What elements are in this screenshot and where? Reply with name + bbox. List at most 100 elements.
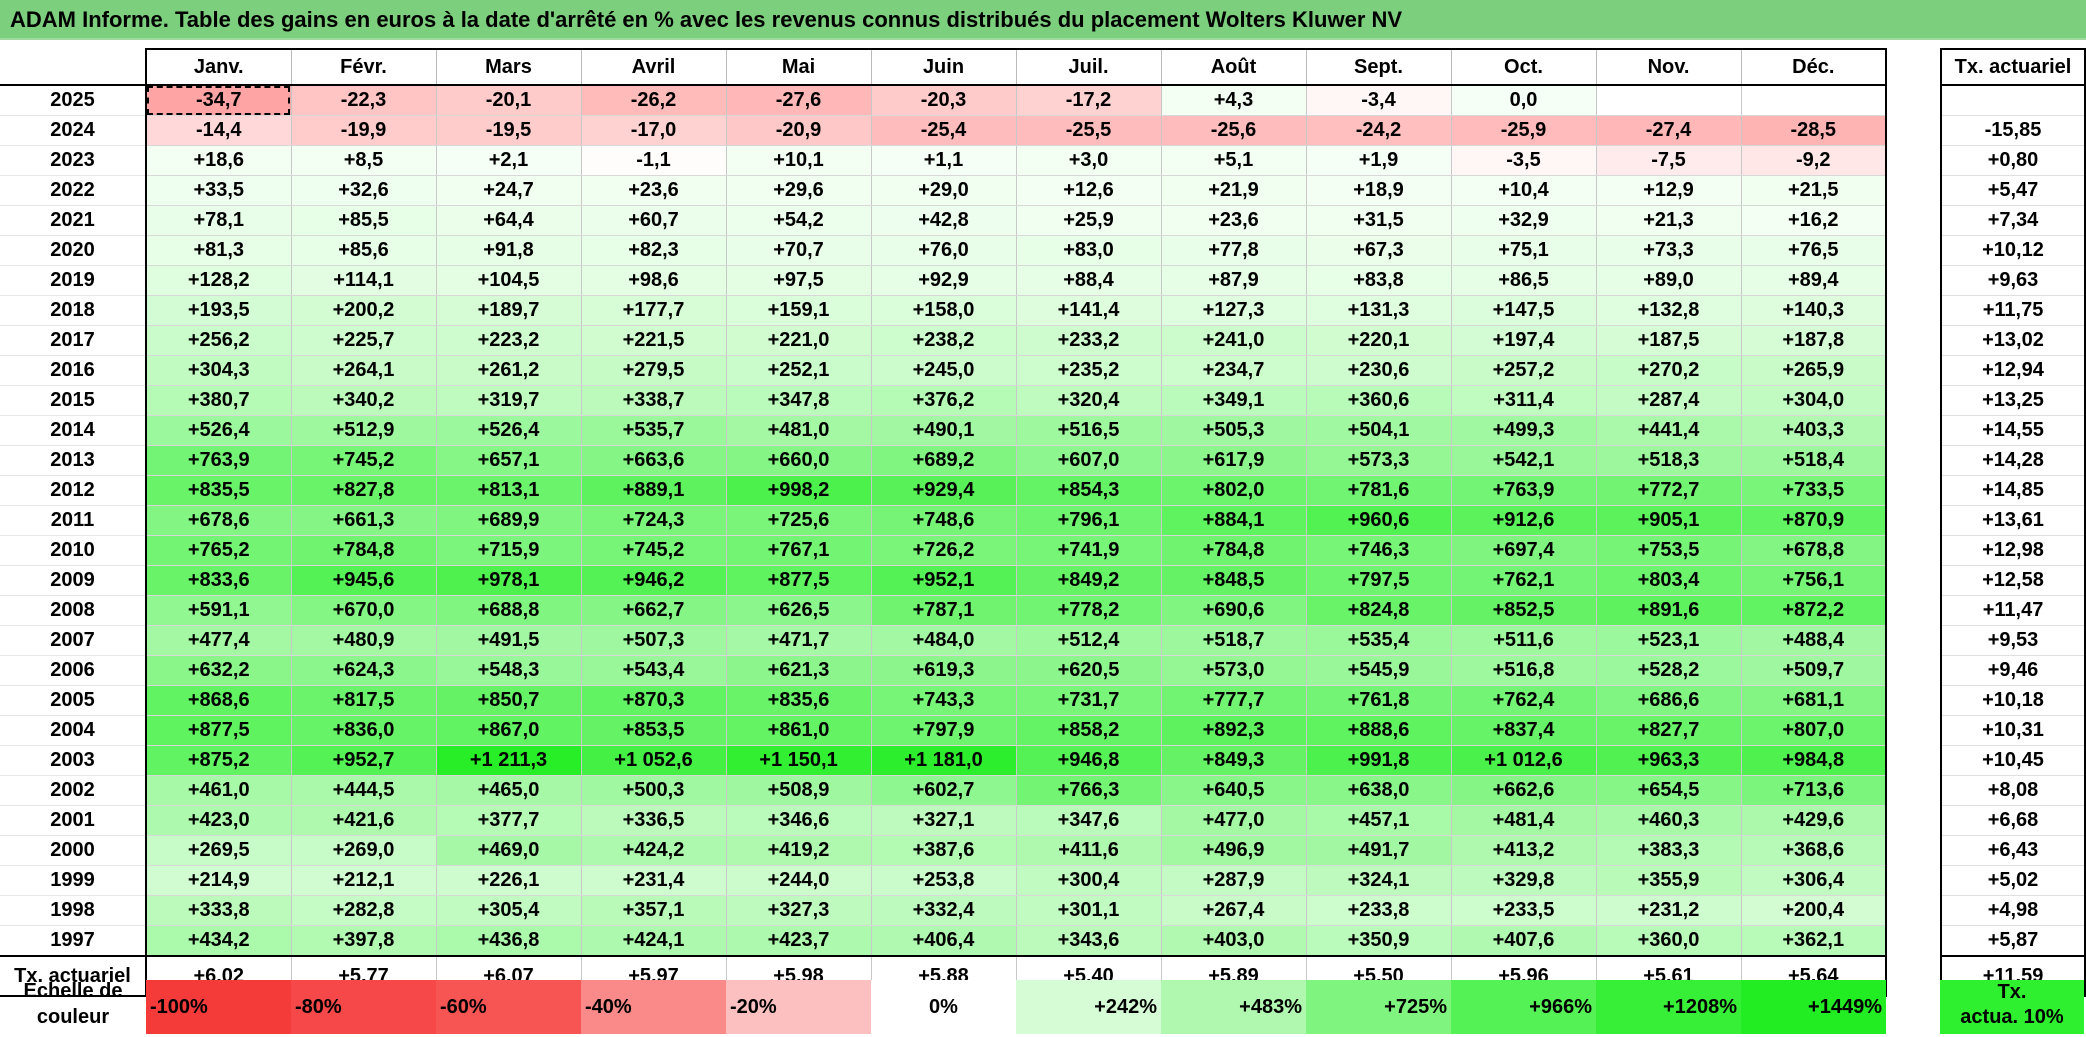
value-cell[interactable]: +654,5 — [1595, 775, 1741, 806]
value-cell[interactable]: +528,2 — [1595, 655, 1741, 686]
value-cell[interactable]: +403,0 — [1160, 925, 1306, 957]
value-cell[interactable]: +870,3 — [580, 685, 726, 716]
value-cell[interactable]: +287,9 — [1160, 865, 1306, 896]
value-cell[interactable]: +697,4 — [1450, 535, 1596, 566]
value-cell[interactable]: -20,3 — [870, 85, 1016, 116]
value-cell[interactable]: +480,9 — [290, 625, 436, 656]
value-cell[interactable]: +238,2 — [870, 325, 1016, 356]
value-cell[interactable]: +114,1 — [290, 265, 436, 296]
value-cell[interactable] — [1595, 85, 1741, 116]
value-cell[interactable]: +662,7 — [580, 595, 726, 626]
value-cell[interactable]: +509,7 — [1740, 655, 1887, 686]
value-cell[interactable]: +952,7 — [290, 745, 436, 776]
value-cell[interactable]: +607,0 — [1015, 445, 1161, 476]
value-cell[interactable]: -24,2 — [1305, 115, 1451, 146]
value-cell[interactable]: +287,4 — [1595, 385, 1741, 416]
value-cell[interactable]: +763,9 — [1450, 475, 1596, 506]
value-cell[interactable]: +132,8 — [1595, 295, 1741, 326]
value-cell[interactable]: +518,3 — [1595, 445, 1741, 476]
value-cell[interactable]: +484,0 — [870, 625, 1016, 656]
value-cell[interactable]: +573,3 — [1305, 445, 1451, 476]
value-cell[interactable]: +21,9 — [1160, 175, 1306, 206]
value-cell[interactable]: +88,4 — [1015, 265, 1161, 296]
value-cell[interactable]: +267,4 — [1160, 895, 1306, 926]
value-cell[interactable]: +441,4 — [1595, 415, 1741, 446]
actuarial-rate-cell[interactable]: +0,80 — [1940, 145, 2086, 176]
value-cell[interactable]: +78,1 — [145, 205, 291, 236]
value-cell[interactable]: +1 150,1 — [725, 745, 871, 776]
value-cell[interactable]: +535,7 — [580, 415, 726, 446]
value-cell[interactable]: +231,2 — [1595, 895, 1741, 926]
value-cell[interactable]: +499,3 — [1450, 415, 1596, 446]
value-cell[interactable]: +662,6 — [1450, 775, 1596, 806]
value-cell[interactable]: +678,6 — [145, 505, 291, 536]
value-cell[interactable]: +945,6 — [290, 565, 436, 596]
value-cell[interactable]: +638,0 — [1305, 775, 1451, 806]
value-cell[interactable]: +877,5 — [725, 565, 871, 596]
value-cell[interactable]: +214,9 — [145, 865, 291, 896]
value-cell[interactable]: +264,1 — [290, 355, 436, 386]
value-cell[interactable]: +670,0 — [290, 595, 436, 626]
value-cell[interactable]: +387,6 — [870, 835, 1016, 866]
value-cell[interactable]: +632,2 — [145, 655, 291, 686]
actuarial-rate-cell[interactable]: +5,87 — [1940, 925, 2086, 957]
value-cell[interactable]: +349,1 — [1160, 385, 1306, 416]
value-cell[interactable]: +421,6 — [290, 805, 436, 836]
value-cell[interactable]: +269,0 — [290, 835, 436, 866]
value-cell[interactable]: +827,8 — [290, 475, 436, 506]
value-cell[interactable]: +870,9 — [1740, 505, 1887, 536]
value-cell[interactable]: +423,7 — [725, 925, 871, 957]
value-cell[interactable]: +867,0 — [435, 715, 581, 746]
value-cell[interactable]: +504,1 — [1305, 415, 1451, 446]
value-cell[interactable]: +507,3 — [580, 625, 726, 656]
value-cell[interactable]: +602,7 — [870, 775, 1016, 806]
value-cell[interactable]: +481,4 — [1450, 805, 1596, 836]
value-cell[interactable]: +952,1 — [870, 565, 1016, 596]
value-cell[interactable]: +159,1 — [725, 295, 871, 326]
value-cell[interactable]: +32,9 — [1450, 205, 1596, 236]
value-cell[interactable]: +221,5 — [580, 325, 726, 356]
value-cell[interactable]: +813,1 — [435, 475, 581, 506]
value-cell[interactable]: +265,9 — [1740, 355, 1887, 386]
value-cell[interactable]: +889,1 — [580, 475, 726, 506]
value-cell[interactable]: +220,1 — [1305, 325, 1451, 356]
value-cell[interactable]: +343,6 — [1015, 925, 1161, 957]
value-cell[interactable]: +77,8 — [1160, 235, 1306, 266]
value-cell[interactable]: +946,8 — [1015, 745, 1161, 776]
value-cell[interactable]: +762,1 — [1450, 565, 1596, 596]
value-cell[interactable]: +624,3 — [290, 655, 436, 686]
value-cell[interactable]: +523,1 — [1595, 625, 1741, 656]
actuarial-rate-cell[interactable]: +11,47 — [1940, 595, 2086, 626]
value-cell[interactable]: +16,2 — [1740, 205, 1887, 236]
value-cell[interactable]: +304,0 — [1740, 385, 1887, 416]
value-cell[interactable]: +500,3 — [580, 775, 726, 806]
value-cell[interactable]: +82,3 — [580, 235, 726, 266]
value-cell[interactable]: +83,8 — [1305, 265, 1451, 296]
value-cell[interactable]: +327,1 — [870, 805, 1016, 836]
value-cell[interactable]: +496,9 — [1160, 835, 1306, 866]
actuarial-rate-cell[interactable]: +10,31 — [1940, 715, 2086, 746]
value-cell[interactable]: +713,6 — [1740, 775, 1887, 806]
value-cell[interactable]: +689,9 — [435, 505, 581, 536]
value-cell[interactable]: +141,4 — [1015, 295, 1161, 326]
value-cell[interactable]: +360,6 — [1305, 385, 1451, 416]
value-cell[interactable]: +772,7 — [1595, 475, 1741, 506]
value-cell[interactable]: -1,1 — [580, 145, 726, 176]
value-cell[interactable]: +797,9 — [870, 715, 1016, 746]
value-cell[interactable]: +518,7 — [1160, 625, 1306, 656]
value-cell[interactable]: +767,1 — [725, 535, 871, 566]
value-cell[interactable]: +621,3 — [725, 655, 871, 686]
value-cell[interactable]: +200,4 — [1740, 895, 1887, 926]
actuarial-rate-cell[interactable]: +14,28 — [1940, 445, 2086, 476]
value-cell[interactable]: +765,2 — [145, 535, 291, 566]
value-cell[interactable]: +836,0 — [290, 715, 436, 746]
value-cell[interactable]: +223,2 — [435, 325, 581, 356]
actuarial-rate-cell[interactable]: +9,46 — [1940, 655, 2086, 686]
value-cell[interactable]: +491,5 — [435, 625, 581, 656]
value-cell[interactable]: +347,6 — [1015, 805, 1161, 836]
value-cell[interactable]: +733,5 — [1740, 475, 1887, 506]
value-cell[interactable]: +852,5 — [1450, 595, 1596, 626]
value-cell[interactable]: +85,5 — [290, 205, 436, 236]
value-cell[interactable]: +60,7 — [580, 205, 726, 236]
value-cell[interactable]: +42,8 — [870, 205, 1016, 236]
